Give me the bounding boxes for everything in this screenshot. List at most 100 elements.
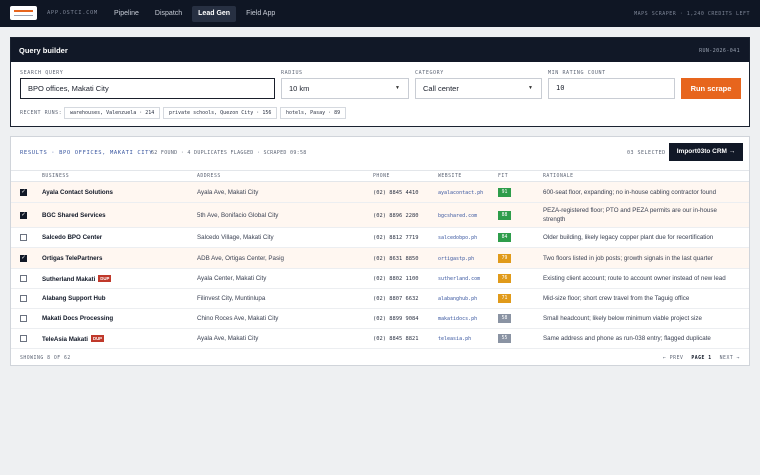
business-name: Ayala Contact Solutions xyxy=(42,189,113,196)
website-link[interactable]: salcedobpo.ph xyxy=(438,235,478,241)
row-checkbox[interactable] xyxy=(20,315,27,322)
fit-score-badge: 88 xyxy=(498,211,511,220)
recent-run-chip[interactable]: warehouses, Valenzuela · 214 xyxy=(64,107,161,119)
address-cell: ADB Ave, Ortigas Center, Pasig xyxy=(197,255,284,262)
category-label: CATEGORY xyxy=(415,70,444,76)
business-name: TeleAsia Makati xyxy=(42,336,88,343)
business-name-cell[interactable]: Salcedo BPO Center xyxy=(42,234,102,241)
row-checkbox[interactable] xyxy=(20,275,27,282)
search-query-label: SEARCH QUERY xyxy=(20,70,64,76)
nav-item-dispatch[interactable]: Dispatch xyxy=(154,10,183,17)
row-checkbox[interactable]: ✓ xyxy=(20,255,27,262)
column-header-phone[interactable]: PHONE xyxy=(373,174,390,179)
address-cell: Salcedo Village, Makati City xyxy=(197,234,274,241)
row-checkbox[interactable] xyxy=(20,295,27,302)
business-name-cell[interactable]: Makati Docs Processing xyxy=(42,315,113,322)
pagination: ← PREV PAGE 1 NEXT → xyxy=(663,356,740,361)
business-name-cell[interactable]: BGC Shared Services xyxy=(42,212,106,219)
import-to-crm-button[interactable]: Import03to CRM → xyxy=(669,143,743,161)
address-cell: Ayala Center, Makati City xyxy=(197,275,267,282)
recent-runs-label: RECENT RUNS: xyxy=(20,110,63,116)
table-row[interactable]: ✓ Ayala Contact Solutions Ayala Ave, Makat… xyxy=(11,182,749,203)
results-title: RESULTS · BPO OFFICES, MAKATI CITY xyxy=(20,150,153,156)
business-name: Makati Docs Processing xyxy=(42,315,114,322)
table-row[interactable]: ✓ BGC Shared Services 5th Ave, Bonifacio G… xyxy=(11,203,749,228)
website-link[interactable]: bgcshared.com xyxy=(438,213,478,219)
radius-label: RADIUS xyxy=(281,70,303,76)
radius-value: 10 km xyxy=(289,84,310,93)
table-row[interactable]: Makati Docs Processing Chino Roces Ave, M… xyxy=(11,309,749,329)
website-link[interactable]: ayalacontact.ph xyxy=(438,190,484,196)
query-builder-title: Query builder xyxy=(19,46,68,55)
website-link[interactable]: teleasia.ph xyxy=(438,336,472,342)
column-header-rationale[interactable]: RATIONALE xyxy=(543,174,574,179)
phone-cell: (02) 8807 6632 xyxy=(373,296,419,302)
column-header-address[interactable]: ADDRESS xyxy=(197,174,221,179)
row-checkbox[interactable]: ✓ xyxy=(20,212,27,219)
current-page: PAGE 1 xyxy=(691,356,712,361)
nav-item-lead-gen[interactable]: Lead Gen xyxy=(192,6,237,22)
prev-page-button[interactable]: ← PREV xyxy=(663,356,684,361)
fit-score-badge: 71 xyxy=(498,294,511,303)
table-row[interactable]: TeleAsia Makati DUP Ayala Ave, Makati City… xyxy=(11,329,749,349)
business-name-cell[interactable]: Ayala Contact Solutions xyxy=(42,189,113,196)
business-name: Sutherland Makati xyxy=(42,276,96,283)
phone-cell: (02) 8802 1100 xyxy=(373,276,419,282)
company-logo[interactable] xyxy=(10,6,37,20)
recent-run-chip[interactable]: private schools, Quezon City · 156 xyxy=(163,107,278,119)
min-rating-label: MIN RATING COUNT xyxy=(548,70,606,76)
rationale-cell: 600-seat floor, expanding; no in-house c… xyxy=(543,189,717,196)
app-domain: APP.OSTCI.COM xyxy=(47,10,98,16)
business-name-cell[interactable]: Sutherland Makati DUP xyxy=(42,275,112,283)
table-row[interactable]: Alabang Support Hub Filinvest City, Munti… xyxy=(11,289,749,309)
main-nav: Pipeline Dispatch Lead Gen Field App xyxy=(108,6,281,22)
table-row[interactable]: Sutherland Makati DUP Ayala Center, Makati… xyxy=(11,269,749,289)
search-query-input[interactable]: BPO offices, Makati City xyxy=(20,78,275,99)
min-rating-input[interactable]: 10 xyxy=(548,78,675,99)
rationale-cell: Same address and phone as run-038 entry;… xyxy=(543,335,711,342)
nav-item-pipeline[interactable]: Pipeline xyxy=(114,10,139,17)
fit-score-badge: 76 xyxy=(498,274,511,283)
chevron-down-icon: ▼ xyxy=(528,85,533,91)
row-checkbox[interactable]: ✓ xyxy=(20,189,27,196)
chevron-down-icon: ▼ xyxy=(395,85,400,91)
phone-cell: (02) 8896 2280 xyxy=(373,213,419,219)
showing-count: SHOWING 8 OF 62 xyxy=(20,356,71,361)
website-link[interactable]: sutherland.com xyxy=(438,276,481,282)
column-header-business[interactable]: BUSINESS xyxy=(42,174,70,179)
credits-indicator: MAPS SCRAPER · 1,240 CREDITS LEFT xyxy=(634,11,750,17)
category-select[interactable]: Call center ▼ xyxy=(415,78,542,99)
column-header-fit[interactable]: FIT xyxy=(498,174,509,179)
next-page-button[interactable]: NEXT → xyxy=(719,356,740,361)
website-link[interactable]: ortigastp.ph xyxy=(438,256,475,262)
business-name-cell[interactable]: Alabang Support Hub xyxy=(42,295,106,302)
selected-count: 03 SELECTED xyxy=(627,150,666,156)
website-link[interactable]: makatidocs.ph xyxy=(438,316,478,322)
rationale-cell: Mid-size floor; short crew travel from t… xyxy=(543,295,690,302)
rationale-cell: PEZA-registered floor; PTO and PEZA perm… xyxy=(543,207,717,223)
run-id: RUN-2026-041 xyxy=(699,48,740,54)
results-panel: RESULTS · BPO OFFICES, MAKATI CITY 62 FO… xyxy=(10,136,750,366)
business-name-cell[interactable]: TeleAsia Makati DUP xyxy=(42,335,105,343)
run-scrape-button[interactable]: Run scrape xyxy=(681,78,741,99)
table-row[interactable]: Salcedo BPO Center Salcedo Village, Makat… xyxy=(11,228,749,248)
row-checkbox[interactable] xyxy=(20,234,27,241)
business-name-cell[interactable]: Ortigas TelePartners xyxy=(42,255,102,262)
nav-item-field-app[interactable]: Field App xyxy=(246,10,276,17)
business-name: Ortigas TelePartners xyxy=(42,255,103,262)
website-link[interactable]: alabanghub.ph xyxy=(438,296,478,302)
phone-cell: (02) 8845 4410 xyxy=(373,190,419,196)
address-cell: Chino Roces Ave, Makati City xyxy=(197,315,279,322)
address-cell: Ayala Ave, Makati City xyxy=(197,189,259,196)
address-cell: Filinvest City, Muntinlupa xyxy=(197,295,266,302)
recent-run-chip[interactable]: hotels, Pasay · 89 xyxy=(280,107,347,119)
table-row[interactable]: ✓ Ortigas TelePartners ADB Ave, Ortigas Ce… xyxy=(11,248,749,269)
column-header-website[interactable]: WEBSITE xyxy=(438,174,462,179)
radius-select[interactable]: 10 km ▼ xyxy=(281,78,409,99)
phone-cell: (02) 8899 9084 xyxy=(373,316,419,322)
fit-score-badge: 79 xyxy=(498,254,511,263)
category-value: Call center xyxy=(423,84,459,93)
row-checkbox[interactable] xyxy=(20,335,27,342)
fit-score-badge: 55 xyxy=(498,334,511,343)
table-header: BUSINESS ADDRESS PHONE WEBSITE FIT RATIO… xyxy=(11,170,749,182)
